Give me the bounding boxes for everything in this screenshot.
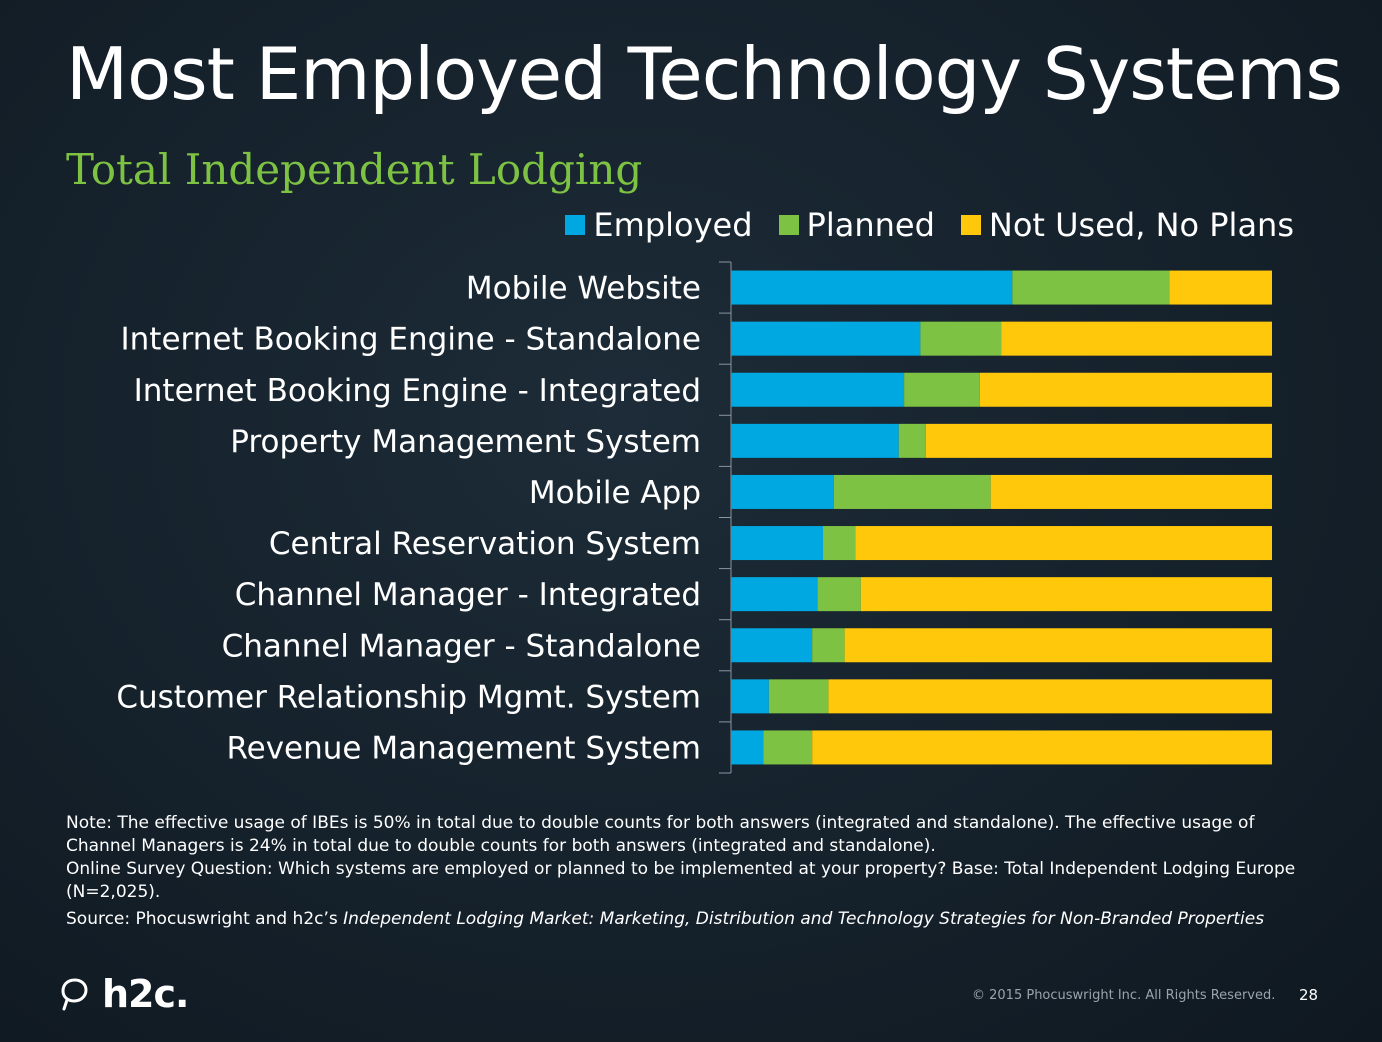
h2c-logo: h2c. (60, 972, 189, 1016)
bar-segment-employed (731, 577, 818, 612)
copyright: © 2015 Phocuswright Inc. All Rights Rese… (972, 988, 1276, 1003)
bar-segment-planned (920, 321, 1002, 356)
slide-subtitle: Total Independent Lodging (66, 145, 643, 194)
category-label: Channel Manager - Integrated (235, 577, 701, 613)
bar-segment-not-used (860, 577, 1272, 612)
bar-segment-planned (833, 474, 991, 509)
legend-item-planned: Planned (778, 206, 935, 244)
bar-segment-not-used (812, 730, 1272, 765)
bar-segment-employed (731, 628, 813, 663)
bar-segment-employed (731, 526, 823, 561)
category-label: Revenue Management System (226, 730, 701, 766)
bar-segment-not-used (925, 423, 1272, 458)
category-label: Mobile App (529, 475, 701, 511)
bar-segment-not-used (990, 474, 1272, 509)
category-label: Mobile Website (466, 271, 701, 307)
bar-segment-employed (731, 730, 764, 765)
logo-text: h2c. (102, 972, 189, 1016)
chart-legend: Employed Planned Not Used, No Plans (565, 206, 1294, 244)
bar-segment-not-used (828, 679, 1272, 714)
bar-segment-employed (731, 321, 921, 356)
category-label: Internet Booking Engine - Integrated (134, 373, 701, 409)
bar-segment-not-used (1001, 321, 1272, 356)
source-title: Independent Lodging Market: Marketing, D… (343, 909, 1265, 929)
bar-segment-employed (731, 270, 1013, 305)
page-number: 28 (1299, 986, 1319, 1004)
legend-item-not-used: Not Used, No Plans (960, 206, 1294, 244)
category-label: Central Reservation System (269, 526, 701, 562)
note-ibe-channel: Note: The effective usage of IBEs is 50%… (66, 813, 1255, 856)
bar-segment-planned (763, 730, 813, 765)
legend-swatch-planned (778, 215, 799, 235)
note-survey-question: Online Survey Question: Which systems ar… (66, 859, 1296, 902)
bar-segment-not-used (855, 526, 1272, 561)
bar-segment-employed (731, 474, 834, 509)
legend-swatch-employed (565, 215, 586, 235)
speech-bubble-icon (61, 978, 88, 1011)
stacked-bar-chart: Mobile Website Internet Booking Engine - … (116, 261, 1272, 774)
category-label: Customer Relationship Mgmt. System (116, 679, 701, 715)
legend-item-employed: Employed (565, 206, 753, 244)
bar-segment-employed (731, 423, 899, 458)
bar-segment-planned (822, 526, 856, 561)
footnote: Note: The effective usage of IBEs is 50%… (66, 812, 1306, 904)
bar-segment-planned (1012, 270, 1170, 305)
source-prefix: Source: Phocuswright and h2c’s (66, 909, 344, 929)
bar-segment-planned (904, 372, 980, 407)
legend-label-planned: Planned (806, 206, 935, 244)
slide-title: Most Employed Technology Systems (66, 32, 1343, 116)
bar-segment-employed (731, 372, 905, 407)
bar-segment-not-used (1169, 270, 1272, 305)
category-label: Internet Booking Engine - Standalone (121, 322, 701, 358)
bar-segment-planned (817, 577, 861, 612)
legend-label-employed: Employed (593, 206, 753, 244)
bar-segment-employed (731, 679, 769, 714)
bar-segment-planned (812, 628, 845, 663)
bar-segment-not-used (979, 372, 1272, 407)
source-line: Source: Phocuswright and h2c’s Independe… (66, 909, 1264, 929)
legend-label-not-used: Not Used, No Plans (988, 206, 1294, 244)
bar-segment-planned (768, 679, 829, 714)
category-label: Channel Manager - Standalone (222, 628, 701, 664)
bar-segment-planned (898, 423, 926, 458)
legend-swatch-not-used (960, 215, 981, 235)
bar-segment-not-used (844, 628, 1272, 663)
category-label: Property Management System (230, 424, 701, 460)
